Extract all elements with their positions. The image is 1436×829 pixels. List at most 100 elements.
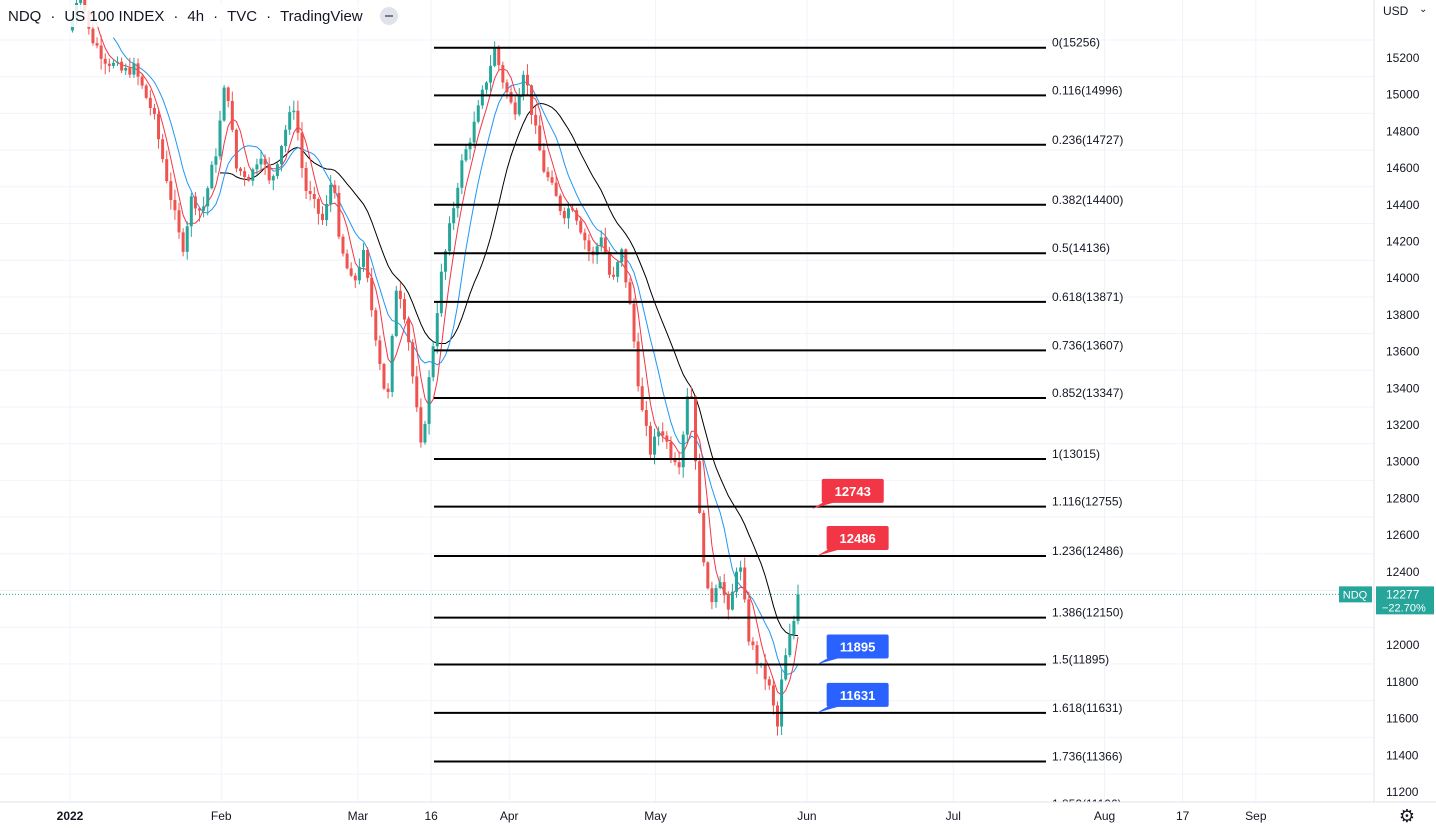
candle-body [767, 679, 771, 686]
candle [181, 228, 185, 257]
chart-grid [0, 0, 1374, 802]
candle-body [509, 92, 513, 103]
candle-body [202, 206, 206, 211]
candle [247, 174, 251, 182]
candle [370, 267, 374, 317]
candle [689, 386, 693, 399]
candle-body [685, 396, 689, 435]
candle-body [402, 299, 406, 320]
time-tick-label: Feb [211, 809, 232, 823]
candle [456, 182, 460, 218]
candle-body [661, 431, 665, 436]
candle-body [333, 184, 337, 193]
candle-body [620, 249, 624, 263]
candle-body [476, 105, 480, 122]
candle [435, 302, 439, 354]
candle-body [780, 679, 784, 727]
time-tick-label: 16 [424, 809, 438, 823]
candle [780, 670, 784, 735]
ma-mid-line [112, 37, 799, 676]
price-callout[interactable]: 12743 [811, 478, 884, 509]
price-callout[interactable]: 11631 [816, 682, 889, 713]
price-callout[interactable]: 12486 [816, 526, 889, 557]
candle [419, 398, 423, 448]
candle-body [542, 150, 546, 172]
candle [386, 383, 390, 399]
fib-level-label: 0.618(13871) [1052, 290, 1123, 304]
candle [517, 87, 521, 117]
fib-level-label: 0.852(13347) [1052, 386, 1123, 400]
candle [439, 263, 443, 317]
candle-body [361, 249, 365, 267]
candle-body [411, 342, 415, 377]
candle [177, 202, 181, 239]
candle-body [271, 176, 275, 181]
candle [644, 401, 648, 437]
price-callouts[interactable]: 12743 12486 11895 11631 [811, 478, 889, 713]
candle [636, 332, 640, 392]
candle-body [452, 208, 456, 224]
price-tick-label: 15200 [1386, 51, 1420, 65]
candle-body [501, 65, 505, 83]
candle-body [489, 65, 493, 83]
callout-box [826, 634, 889, 659]
candle-body [308, 191, 312, 194]
candle-body [206, 188, 210, 207]
candle [292, 100, 296, 120]
fib-level-label: 1.386(12150) [1052, 606, 1123, 620]
candle-body [124, 68, 128, 71]
callout-box [826, 526, 889, 551]
candle [353, 272, 357, 288]
candle-body [218, 120, 222, 157]
candle-body [185, 226, 189, 252]
interval-label[interactable]: 4h [187, 7, 205, 25]
candle [394, 285, 398, 338]
candle [304, 162, 308, 200]
candle-body [423, 423, 427, 443]
candle [288, 105, 292, 135]
candle [427, 370, 431, 435]
candle-body [714, 588, 718, 603]
candle-body [468, 142, 472, 150]
candle-body [636, 341, 640, 387]
candle-body [698, 461, 702, 513]
candle [583, 228, 587, 250]
candle [624, 248, 628, 288]
candle-body [726, 595, 730, 610]
price-callout[interactable]: 11895 [816, 634, 889, 665]
candle [472, 111, 476, 148]
candle [628, 278, 632, 305]
candle-body [259, 158, 263, 165]
candle-body [612, 274, 616, 277]
candle-body [107, 63, 111, 66]
time-tick-label: Aug [1094, 809, 1115, 823]
candle [534, 105, 538, 135]
candle [726, 591, 730, 620]
candle [702, 510, 706, 567]
candle [722, 574, 726, 604]
symbol-code[interactable]: NDQ [8, 7, 42, 25]
candle [415, 365, 419, 413]
chart-header[interactable]: NDQ · US 100 INDEX · 4h · TVC · TradingV… [8, 5, 413, 27]
candle-body [653, 436, 657, 455]
collapse-legend-button[interactable] [379, 7, 398, 25]
candle-body [747, 599, 751, 642]
currency-label[interactable]: USD [1383, 4, 1409, 18]
candle-body [427, 377, 431, 424]
fibonacci-retracement[interactable]: 0(15256) 0.116(14996) 0.236(14727) 0.382(14… [434, 36, 1123, 812]
candle-body [382, 363, 386, 389]
candle-body [599, 237, 603, 247]
candle [206, 186, 210, 216]
chevron-down-icon[interactable]: ⌄ [1419, 4, 1428, 15]
price-tick-label: 14200 [1386, 235, 1420, 249]
candle-body [624, 249, 628, 283]
candle [640, 377, 644, 412]
candle-body [279, 146, 283, 165]
gear-icon[interactable]: ⚙ [1398, 806, 1416, 826]
candle-body [431, 346, 435, 378]
candle-body [562, 211, 566, 219]
candle [550, 170, 554, 186]
candle [476, 100, 480, 124]
time-tick-label: 2022 [57, 809, 84, 823]
